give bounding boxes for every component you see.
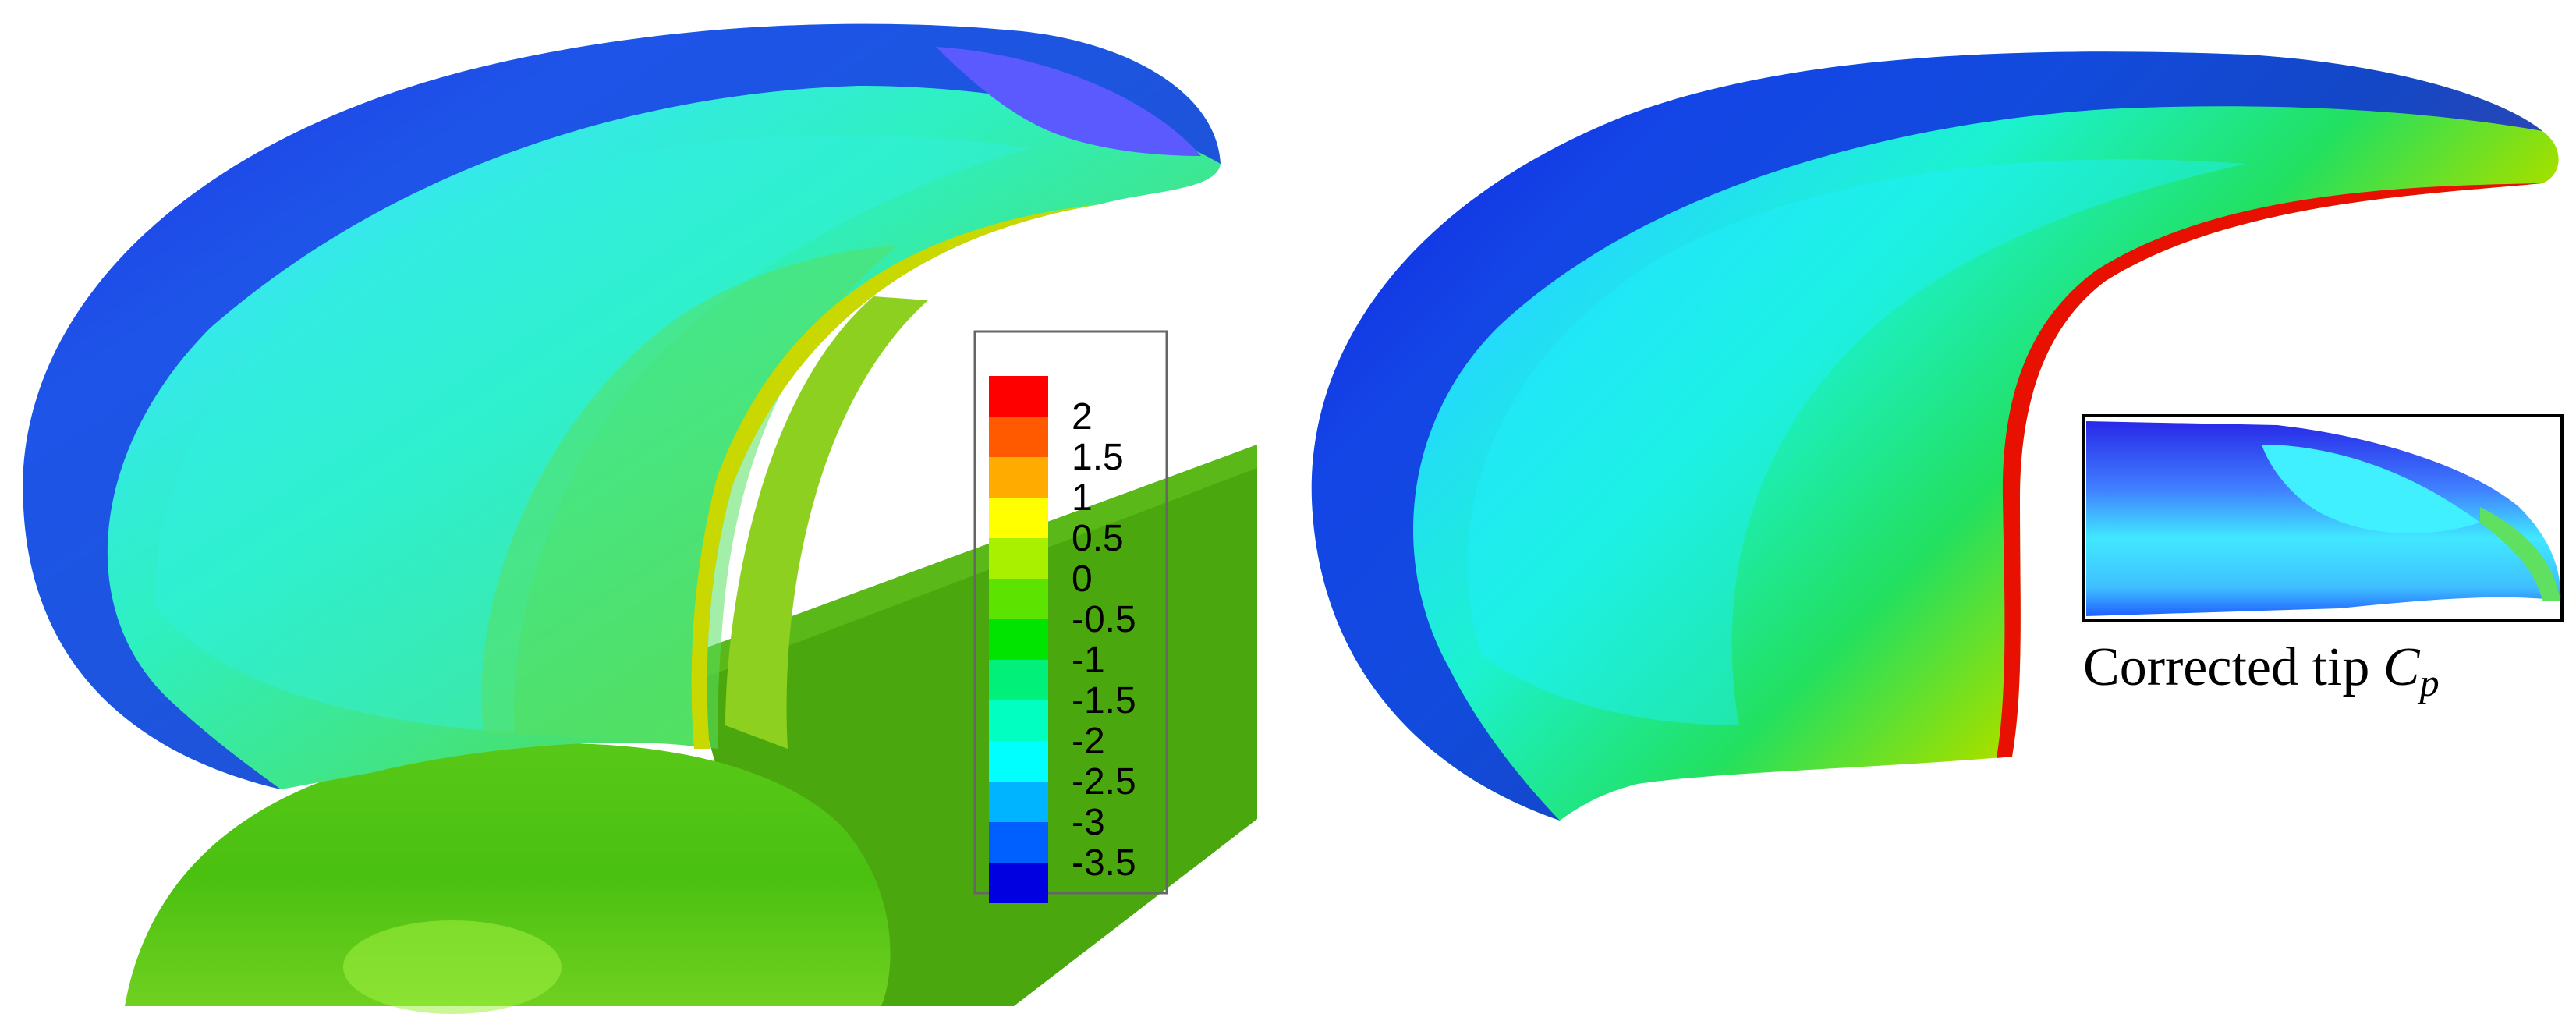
legend-swatch [989,822,1048,863]
hub-highlight [343,920,562,1014]
legend-label: 2 [1072,396,1093,438]
left-hub-shaft [125,296,1257,1014]
left-blade-root-green [481,246,897,749]
legend-swatch [989,863,1048,903]
legend-label: -2.5 [1072,761,1136,803]
legend-swatches [989,376,1048,903]
colorbar-legend: 21.510.50-0.5-1-1.5-2-2.5-3-3.5 [973,330,1168,903]
left-blade-tip-lobe [936,47,1201,156]
inset-tip-lobe [2262,445,2480,533]
hub-blade-root [725,296,928,749]
legend-swatch [989,457,1048,498]
legend-swatch [989,498,1048,538]
inset-tip-edge [2480,507,2560,601]
right-blade [1311,51,2559,821]
legend-swatch [989,417,1048,457]
legend-label: 0.5 [1072,518,1124,559]
left-blade-leading-edge [23,23,1221,790]
legend-swatch [989,538,1048,579]
legend-swatch [989,619,1048,660]
legend-label: -2 [1072,721,1105,762]
left-blade [23,23,1221,790]
legend-label: -3.5 [1072,842,1136,884]
legend-label: 1 [1072,477,1093,519]
legend-swatch [989,741,1048,782]
legend-label: -0.5 [1072,599,1136,640]
legend-swatch [989,700,1048,741]
right-blade-cyan-band [1467,159,2246,725]
legend-swatch [989,579,1048,619]
inset-tip-surface [2086,421,2561,616]
legend-labels: 21.510.50-0.5-1-1.5-2-2.5-3-3.5 [1072,396,1136,884]
legend-label: 0 [1072,558,1093,600]
legend-label: -3 [1072,802,1105,843]
legend-swatch [989,782,1048,822]
legend-label: -1.5 [1072,680,1136,721]
shaft-upper-edge [686,445,1257,679]
legend-swatch [989,376,1048,417]
right-blade-leading-edge [1311,51,2542,821]
legend-label: -1 [1072,640,1105,681]
right-blade-surface [1311,51,2559,821]
hub [125,743,891,1006]
inset-caption: Corrected tip Cp [2083,637,2440,704]
inset-corrected-tip: Corrected tip Cp [2082,414,2564,704]
legend-label: 1.5 [1072,437,1124,478]
legend-swatch [989,660,1048,700]
legend-frame [973,330,1168,895]
